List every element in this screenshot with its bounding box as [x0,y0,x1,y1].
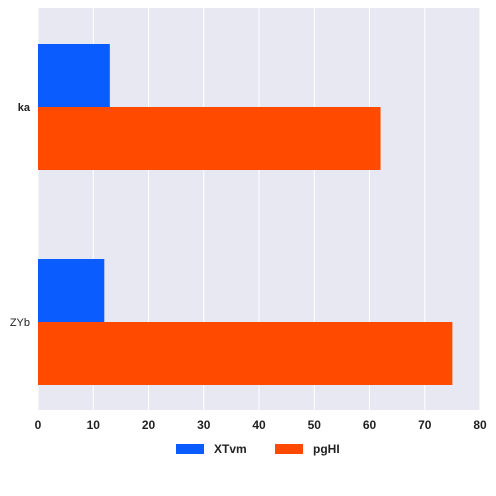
bar-XTvm-ZYb [38,259,105,322]
x-tick-label: 0 [35,418,42,432]
x-tick-label: 60 [363,418,377,432]
bar-pgHI-ka [38,107,381,170]
legend-label-pgHI: pgHI [313,442,340,456]
x-tick-label: 50 [308,418,322,432]
y-axis-labels: ka ZYb [10,102,31,329]
legend: XTvm pgHI [176,442,340,456]
x-tick-label: 20 [142,418,156,432]
legend-swatch-XTvm [176,444,204,454]
y-category-label: ka [18,102,31,114]
x-tick-label: 40 [252,418,266,432]
x-tick-label: 10 [87,418,101,432]
x-tick-label: 30 [197,418,211,432]
bar-pgHI-ZYb [38,322,453,385]
legend-label-XTvm: XTvm [214,442,247,456]
y-category-label: ZYb [10,317,30,329]
bars [38,44,453,385]
legend-swatch-pgHI [275,444,303,454]
bar-XTvm-ka [38,44,110,107]
x-tick-label: 80 [473,418,487,432]
x-tick-label: 70 [418,418,432,432]
x-axis-ticks: 0 10 20 30 40 50 60 70 80 [35,418,487,432]
